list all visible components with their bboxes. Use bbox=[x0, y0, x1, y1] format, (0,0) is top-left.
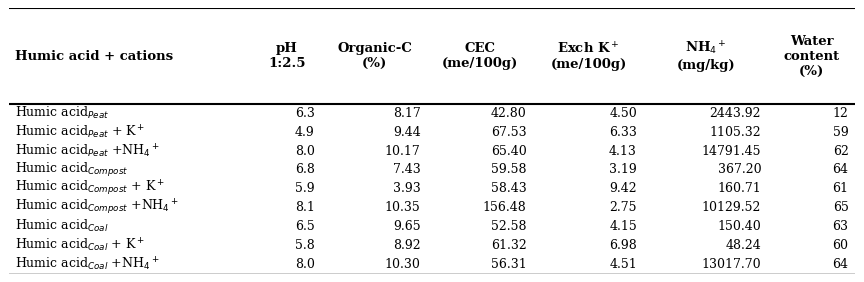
Text: Humic acid$_{Coal}$ + K$^+$: Humic acid$_{Coal}$ + K$^+$ bbox=[16, 237, 145, 254]
Text: 7.43: 7.43 bbox=[393, 163, 421, 176]
Text: CEC
(me/100g): CEC (me/100g) bbox=[442, 42, 518, 70]
Text: 8.92: 8.92 bbox=[393, 239, 421, 252]
Text: 64: 64 bbox=[833, 258, 848, 271]
Text: 52.58: 52.58 bbox=[491, 220, 526, 233]
Text: 10.35: 10.35 bbox=[384, 201, 421, 214]
Text: 62: 62 bbox=[833, 144, 848, 158]
Text: 6.8: 6.8 bbox=[295, 163, 314, 176]
Text: 156.48: 156.48 bbox=[483, 201, 526, 214]
Text: 9.44: 9.44 bbox=[393, 126, 421, 139]
Text: Organic-C
(%): Organic-C (%) bbox=[337, 42, 412, 70]
Text: 4.9: 4.9 bbox=[295, 126, 314, 139]
Text: pH
1:2.5: pH 1:2.5 bbox=[269, 42, 306, 70]
Text: 48.24: 48.24 bbox=[726, 239, 761, 252]
Text: 10129.52: 10129.52 bbox=[702, 201, 761, 214]
Text: 4.13: 4.13 bbox=[609, 144, 637, 158]
Text: 65: 65 bbox=[833, 201, 848, 214]
Text: Humic acid$_{Compost}$ + K$^+$: Humic acid$_{Compost}$ + K$^+$ bbox=[16, 179, 165, 198]
Text: 1105.32: 1105.32 bbox=[709, 126, 761, 139]
Text: Water
content
(%): Water content (%) bbox=[784, 35, 840, 78]
Text: 4.51: 4.51 bbox=[609, 258, 637, 271]
Text: 58.43: 58.43 bbox=[491, 182, 526, 195]
Text: NH$_4$$^+$
(mg/kg): NH$_4$$^+$ (mg/kg) bbox=[677, 40, 735, 72]
Text: 65.40: 65.40 bbox=[491, 144, 526, 158]
Text: 56.31: 56.31 bbox=[491, 258, 526, 271]
Text: Humic acid + cations: Humic acid + cations bbox=[16, 50, 174, 63]
Text: 150.40: 150.40 bbox=[717, 220, 761, 233]
Text: 13017.70: 13017.70 bbox=[702, 258, 761, 271]
Text: 64: 64 bbox=[833, 163, 848, 176]
Text: 3.19: 3.19 bbox=[609, 163, 637, 176]
Text: 10.17: 10.17 bbox=[384, 144, 421, 158]
Text: 4.50: 4.50 bbox=[609, 107, 637, 120]
Text: 59.58: 59.58 bbox=[491, 163, 526, 176]
Text: 2.75: 2.75 bbox=[609, 201, 637, 214]
Text: Humic acid$_{Compost}$: Humic acid$_{Compost}$ bbox=[16, 161, 129, 179]
Text: 9.42: 9.42 bbox=[609, 182, 637, 195]
Text: Humic acid$_{Peat}$ +NH$_4$$^+$: Humic acid$_{Peat}$ +NH$_4$$^+$ bbox=[16, 142, 160, 160]
Text: 63: 63 bbox=[833, 220, 848, 233]
Text: 160.71: 160.71 bbox=[717, 182, 761, 195]
Text: Humic acid$_{Peat}$: Humic acid$_{Peat}$ bbox=[16, 105, 110, 121]
Text: Humic acid$_{Compost}$ +NH$_4$$^+$: Humic acid$_{Compost}$ +NH$_4$$^+$ bbox=[16, 198, 180, 217]
Text: 10.30: 10.30 bbox=[384, 258, 421, 271]
Text: 6.33: 6.33 bbox=[609, 126, 637, 139]
Text: 5.8: 5.8 bbox=[295, 239, 314, 252]
Text: 5.9: 5.9 bbox=[295, 182, 314, 195]
Text: 8.0: 8.0 bbox=[295, 258, 314, 271]
Text: 8.1: 8.1 bbox=[295, 201, 314, 214]
Text: 61.32: 61.32 bbox=[491, 239, 526, 252]
Text: 60: 60 bbox=[833, 239, 848, 252]
Text: Exch K$^+$
(me/100g): Exch K$^+$ (me/100g) bbox=[550, 41, 626, 71]
Text: 59: 59 bbox=[833, 126, 848, 139]
Text: 2443.92: 2443.92 bbox=[709, 107, 761, 120]
Text: 12: 12 bbox=[833, 107, 848, 120]
Text: 8.0: 8.0 bbox=[295, 144, 314, 158]
Text: 3.93: 3.93 bbox=[393, 182, 421, 195]
Text: 61: 61 bbox=[833, 182, 848, 195]
Text: Humic acid$_{Coal}$: Humic acid$_{Coal}$ bbox=[16, 218, 109, 234]
Text: Humic acid$_{Peat}$ + K$^+$: Humic acid$_{Peat}$ + K$^+$ bbox=[16, 124, 145, 141]
Text: 8.17: 8.17 bbox=[393, 107, 421, 120]
Text: 67.53: 67.53 bbox=[491, 126, 526, 139]
Text: 42.80: 42.80 bbox=[491, 107, 526, 120]
Text: 6.3: 6.3 bbox=[295, 107, 314, 120]
Text: Humic acid$_{Coal}$ +NH$_4$$^+$: Humic acid$_{Coal}$ +NH$_4$$^+$ bbox=[16, 255, 160, 273]
Text: 14791.45: 14791.45 bbox=[702, 144, 761, 158]
Text: 4.15: 4.15 bbox=[609, 220, 637, 233]
Text: 9.65: 9.65 bbox=[393, 220, 421, 233]
Text: 6.5: 6.5 bbox=[295, 220, 314, 233]
Text: 6.98: 6.98 bbox=[609, 239, 637, 252]
Text: 367.20: 367.20 bbox=[717, 163, 761, 176]
